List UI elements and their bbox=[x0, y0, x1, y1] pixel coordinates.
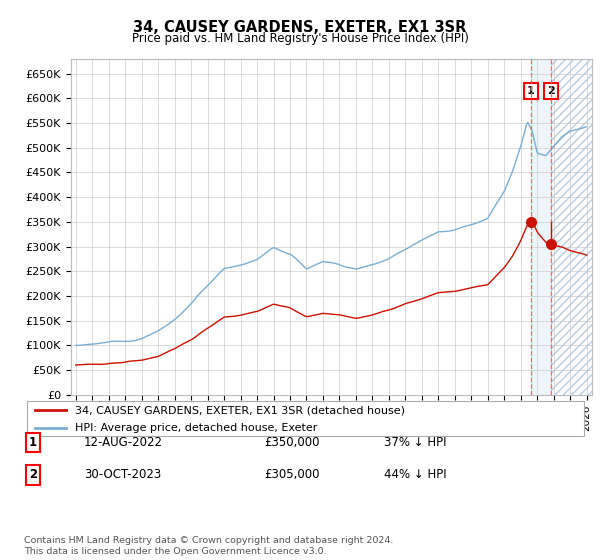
Text: £350,000: £350,000 bbox=[264, 436, 320, 449]
Text: 2: 2 bbox=[547, 86, 555, 96]
Text: Price paid vs. HM Land Registry's House Price Index (HPI): Price paid vs. HM Land Registry's House … bbox=[131, 32, 469, 45]
Text: £305,000: £305,000 bbox=[264, 468, 320, 482]
Text: 34, CAUSEY GARDENS, EXETER, EX1 3SR: 34, CAUSEY GARDENS, EXETER, EX1 3SR bbox=[133, 20, 467, 35]
Bar bbox=[551, 59, 592, 395]
Text: 37% ↓ HPI: 37% ↓ HPI bbox=[384, 436, 446, 449]
Text: 34, CAUSEY GARDENS, EXETER, EX1 3SR (detached house): 34, CAUSEY GARDENS, EXETER, EX1 3SR (det… bbox=[75, 405, 405, 415]
Text: 30-OCT-2023: 30-OCT-2023 bbox=[84, 468, 161, 482]
Text: 44% ↓ HPI: 44% ↓ HPI bbox=[384, 468, 446, 482]
Text: 1: 1 bbox=[29, 436, 37, 449]
Text: HPI: Average price, detached house, Exeter: HPI: Average price, detached house, Exet… bbox=[75, 423, 317, 433]
FancyBboxPatch shape bbox=[27, 402, 584, 436]
Text: 12-AUG-2022: 12-AUG-2022 bbox=[84, 436, 163, 449]
Text: 1: 1 bbox=[527, 86, 535, 96]
Bar bbox=[531, 59, 551, 395]
Text: Contains HM Land Registry data © Crown copyright and database right 2024.
This d: Contains HM Land Registry data © Crown c… bbox=[24, 536, 394, 556]
Text: 2: 2 bbox=[29, 468, 37, 482]
